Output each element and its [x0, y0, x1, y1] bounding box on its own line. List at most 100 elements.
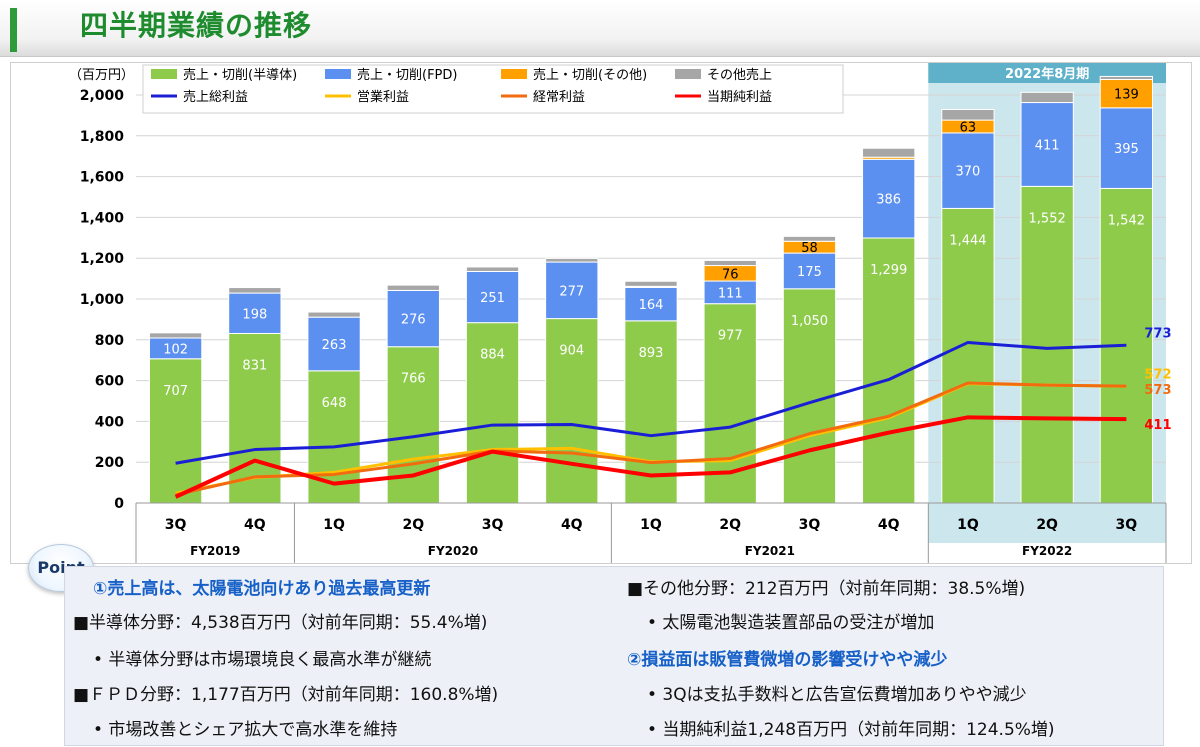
legend-other-cutting-label: 売上・切削(その他) — [533, 67, 647, 83]
y-tick-label: 1,200 — [80, 251, 125, 267]
line-net-income — [174, 415, 1127, 499]
legend-semiconductor-label: 売上・切削(半導体) — [183, 67, 297, 83]
x-tick-label: 1Q — [957, 517, 979, 533]
bar-fpd-value: 251 — [480, 291, 505, 306]
other-note: • 太陽電池製造装置部品の受注が増加 — [647, 613, 935, 633]
x-tick-label: 4Q — [878, 517, 900, 533]
x-tick-label: 3Q — [165, 517, 187, 533]
bar-semiconductor-value: 884 — [480, 348, 505, 363]
bar-other-sales — [624, 280, 678, 287]
legend-fpd-swatch — [325, 69, 351, 79]
page-header: 四半期業績の推移 — [0, 0, 1200, 57]
y-tick-label: 1,600 — [80, 170, 125, 186]
bar-semiconductor-value: 893 — [639, 346, 664, 361]
bar-fpd-value: 102 — [163, 342, 188, 357]
point-heading-profit: ②損益面は販管費微増の影響受けやや減少 — [627, 650, 948, 670]
bar-fpd-value: 164 — [639, 298, 664, 313]
bar-other-sales — [307, 311, 361, 318]
x-group-label: FY2022 — [1022, 544, 1072, 558]
semiconductor-summary: ■半導体分野：4,538百万円（対前年同期：55.4%増) — [73, 613, 488, 633]
y-tick-label: 200 — [95, 455, 124, 471]
bar-other-sales — [1099, 75, 1154, 80]
bar-other-cutting-value: 76 — [722, 267, 739, 282]
y-tick-label: 1,000 — [80, 292, 125, 308]
legend-net-income-label: 当期純利益 — [707, 90, 772, 105]
bar-fpd-value: 386 — [876, 193, 901, 208]
semiconductor-note: • 半導体分野は市場環境良く最高水準が継続 — [93, 650, 432, 670]
point-heading-sales: ①売上高は、太陽電池向けあり過去最高更新 — [93, 579, 431, 599]
bar-semiconductor-value: 977 — [718, 329, 743, 344]
bar-other-sales — [465, 266, 520, 272]
bar-fpd-value: 175 — [797, 265, 822, 280]
bar-semiconductor-value: 1,444 — [949, 233, 986, 248]
header-accent-bar — [10, 8, 17, 52]
legend-gross-profit-label: 売上総利益 — [183, 89, 248, 105]
y-tick-label: 400 — [95, 414, 124, 430]
x-tick-label: 2Q — [402, 517, 424, 533]
legend-other-sales-label: その他売上 — [707, 67, 772, 83]
x-tick-label: 3Q — [799, 517, 821, 533]
bar-semiconductor-value: 1,552 — [1029, 211, 1066, 226]
bar-semiconductor-value: 648 — [322, 396, 347, 411]
y-tick-label: 0 — [114, 496, 124, 512]
legend-semiconductor-swatch — [151, 69, 177, 79]
quarterly-performance-chart: 2022年8月期 707 102 831 198 648 263 766 276 884 251 9… — [69, 63, 1172, 563]
bar-other-sales — [148, 332, 203, 339]
bar-fpd — [545, 261, 599, 320]
bar-fpd — [1020, 102, 1074, 187]
bar-other-cutting-value: 139 — [1114, 88, 1139, 103]
bar-fpd — [465, 270, 520, 324]
page-title: 四半期業績の推移 — [80, 9, 313, 42]
y-unit-label: （百万円） — [69, 68, 134, 83]
y-tick-label: 1,400 — [80, 210, 125, 226]
y-tick-label: 600 — [95, 374, 124, 390]
legend-other-cutting-swatch — [501, 69, 527, 79]
bar-semiconductor-value: 766 — [401, 372, 426, 387]
x-group-label: FY2019 — [190, 544, 240, 558]
chart-frame: 2022年8月期 707 102 831 198 648 263 766 276 884 251 9… — [10, 62, 1192, 564]
bar-fpd-value: 395 — [1114, 142, 1139, 157]
legend-operating-profit-label: 営業利益 — [357, 89, 409, 105]
x-tick-label: 1Q — [640, 517, 662, 533]
bar-semiconductor-value: 831 — [242, 358, 267, 373]
x-tick-label: 1Q — [323, 517, 345, 533]
line-operating-profit-end-value: 572 — [1144, 367, 1171, 382]
bar-other-sales — [545, 257, 599, 263]
bar-fpd-value: 277 — [559, 284, 584, 299]
bar-semiconductor-value: 707 — [163, 384, 188, 399]
bar-other-cutting-value: 58 — [801, 241, 818, 256]
bar-other-sales — [1020, 91, 1074, 104]
profit-note-net-income: • 当期純利益1,248百万円（対前年同期：124.5%増) — [647, 720, 1055, 740]
bar-semiconductor — [148, 358, 203, 504]
bar-other-sales — [941, 108, 995, 121]
bar-other-sales — [228, 287, 282, 294]
bar-other-sales — [862, 147, 916, 158]
y-tick-label: 1,800 — [80, 129, 125, 145]
other-summary: ■その他分野：212百万円（対前年同期：38.5%増) — [627, 579, 1026, 599]
bar-semiconductor — [782, 288, 837, 504]
y-tick-label: 2,000 — [80, 88, 125, 104]
legend-box — [142, 64, 844, 114]
line-ordinary-profit-end-value: 573 — [1144, 383, 1171, 398]
x-tick-label: 4Q — [561, 517, 583, 533]
bar-semiconductor-value: 1,299 — [870, 263, 907, 278]
fpd-summary: ■ＦＰＤ分野：1,177百万円（対前年同期：160.8%増) — [73, 685, 499, 705]
fpd-note: • 市場改善とシェア拡大で高水準を維持 — [93, 720, 398, 740]
bar-semiconductor-value: 1,050 — [791, 314, 828, 329]
bar-fpd — [782, 252, 837, 290]
line-ordinary-profit — [175, 381, 1127, 497]
line-net-income-end-value: 411 — [1144, 418, 1171, 433]
line-gross-profit — [175, 340, 1127, 465]
bar-semiconductor — [1020, 185, 1074, 504]
bar-semiconductor — [545, 318, 599, 504]
bar-semiconductor-value: 904 — [559, 344, 584, 359]
x-group-label: FY2020 — [428, 544, 478, 558]
line-gross-profit-end-value: 773 — [1144, 326, 1171, 341]
legend-other-sales-swatch — [675, 69, 701, 79]
bar-fpd — [1099, 107, 1154, 189]
bar-semiconductor-value: 1,542 — [1108, 213, 1145, 228]
x-tick-label: 3Q — [1116, 517, 1138, 533]
bar-fpd — [307, 316, 361, 372]
bar-fpd-value: 111 — [718, 286, 743, 301]
legend-ordinary-profit-label: 経常利益 — [533, 90, 585, 105]
